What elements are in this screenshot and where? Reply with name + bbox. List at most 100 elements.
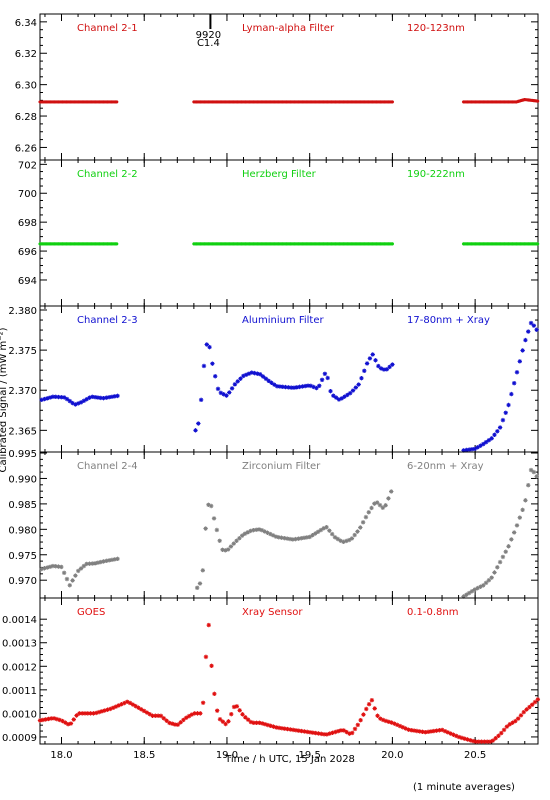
data-point bbox=[497, 425, 503, 430]
data-point bbox=[106, 558, 112, 563]
data-point bbox=[87, 561, 92, 566]
data-point bbox=[345, 392, 350, 398]
data-point bbox=[321, 526, 326, 531]
panel-5: 0.0014 0.0013 0.0012 0.0011 0.0010 0.0009 GOES… bbox=[2, 597, 541, 761]
data-point bbox=[227, 390, 232, 395]
data-point bbox=[45, 396, 50, 401]
data-point bbox=[294, 385, 299, 390]
data-point bbox=[315, 529, 321, 534]
data-point bbox=[536, 242, 540, 246]
data-point bbox=[172, 722, 178, 727]
data-point bbox=[144, 710, 150, 715]
panel-frame bbox=[39, 159, 539, 307]
data-point bbox=[209, 503, 214, 509]
data-point bbox=[307, 534, 312, 540]
data-point bbox=[364, 706, 369, 712]
data-point bbox=[56, 564, 61, 569]
panel-frame bbox=[39, 13, 539, 161]
data-point bbox=[383, 718, 389, 724]
data-point bbox=[445, 730, 451, 735]
data-point bbox=[155, 713, 161, 718]
data-point bbox=[251, 720, 256, 726]
data-point bbox=[328, 388, 333, 394]
data-point bbox=[279, 535, 284, 540]
data-point bbox=[293, 536, 298, 542]
data-point bbox=[372, 501, 377, 506]
data-point bbox=[81, 398, 87, 404]
data-point bbox=[299, 728, 304, 734]
data-point bbox=[109, 557, 115, 563]
data-point bbox=[91, 711, 96, 716]
data-point bbox=[265, 530, 270, 535]
flare-class: C1.4 bbox=[197, 38, 220, 49]
data-point bbox=[359, 375, 364, 381]
data-point bbox=[112, 394, 117, 399]
data-point bbox=[153, 713, 158, 718]
data-point bbox=[57, 717, 62, 723]
data-point bbox=[274, 725, 279, 730]
data-point bbox=[37, 718, 43, 723]
y-tick-label: 6.28 bbox=[15, 112, 37, 123]
data-point bbox=[364, 361, 370, 366]
data-point bbox=[350, 388, 356, 393]
data-point bbox=[141, 708, 147, 714]
data-point bbox=[51, 716, 57, 721]
data-point bbox=[511, 530, 517, 535]
data-point bbox=[109, 394, 115, 399]
data-point bbox=[82, 711, 88, 716]
data-point bbox=[514, 370, 520, 375]
data-point bbox=[511, 380, 517, 386]
data-point bbox=[534, 327, 539, 332]
data-series-segment-3 bbox=[461, 320, 539, 453]
data-point bbox=[108, 706, 113, 712]
data-point bbox=[304, 535, 310, 540]
data-point bbox=[211, 516, 217, 521]
panel-4: 0.995 0.990 0.985 0.980 0.975 0.970 Channel 2-… bbox=[8, 449, 539, 599]
data-point bbox=[335, 728, 341, 734]
data-point bbox=[251, 527, 256, 533]
data-point bbox=[341, 539, 346, 545]
data-point bbox=[243, 372, 249, 377]
flare-region-number: 9920 bbox=[196, 30, 221, 41]
data-point bbox=[492, 432, 497, 438]
panel-2: 702 700 698 696 694 Channel 2-2 Herzberg Filte… bbox=[18, 159, 540, 307]
data-point bbox=[101, 395, 106, 401]
data-point bbox=[245, 530, 251, 535]
data-point bbox=[39, 566, 44, 572]
data-point bbox=[115, 100, 119, 104]
data-point bbox=[336, 397, 342, 402]
data-point bbox=[256, 527, 262, 532]
data-point bbox=[272, 382, 277, 387]
data-point bbox=[193, 428, 198, 433]
data-point bbox=[384, 367, 389, 372]
data-point bbox=[390, 362, 395, 367]
data-point bbox=[92, 561, 98, 566]
y-tick-label: 694 bbox=[18, 276, 37, 287]
data-point bbox=[106, 395, 112, 400]
data-point bbox=[440, 727, 445, 733]
data-point bbox=[274, 384, 280, 389]
data-point bbox=[333, 395, 339, 400]
data-point bbox=[133, 703, 138, 709]
data-point bbox=[300, 384, 305, 389]
data-point bbox=[310, 730, 316, 735]
y-tick-label: 0.0012 bbox=[2, 662, 37, 673]
data-point bbox=[60, 718, 65, 724]
data-point bbox=[527, 704, 532, 710]
data-point bbox=[73, 402, 78, 407]
data-point bbox=[270, 533, 276, 538]
data-point bbox=[95, 395, 101, 400]
data-point bbox=[200, 700, 206, 705]
data-point bbox=[158, 713, 164, 719]
data-point bbox=[73, 573, 78, 578]
data-point bbox=[521, 709, 526, 715]
data-point bbox=[483, 580, 489, 586]
data-point bbox=[469, 447, 475, 452]
data-point bbox=[50, 563, 56, 569]
data-series-segment-2 bbox=[192, 100, 395, 104]
data-point bbox=[528, 467, 534, 473]
data-point bbox=[268, 723, 273, 729]
x-tick-label: 19.5 bbox=[299, 750, 321, 761]
data-point bbox=[389, 489, 394, 494]
y-tick-label: 6.26 bbox=[15, 143, 37, 154]
